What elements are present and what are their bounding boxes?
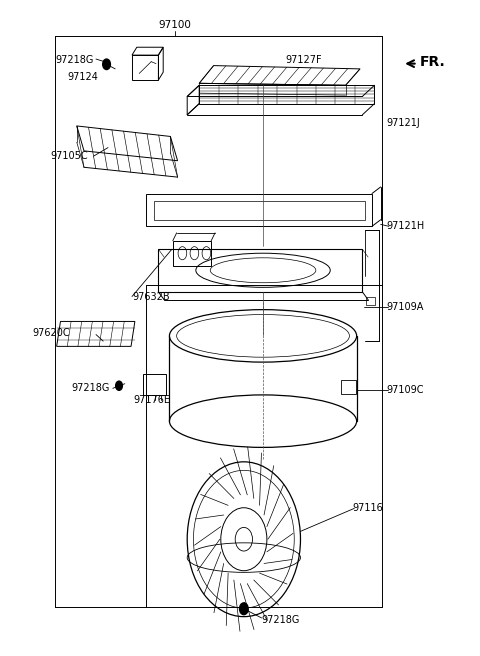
Text: 97121J: 97121J	[386, 118, 420, 129]
Text: 97100: 97100	[159, 20, 192, 30]
Text: 97218G: 97218G	[71, 383, 109, 394]
Text: 97218G: 97218G	[55, 55, 94, 66]
Text: 97620C: 97620C	[33, 328, 70, 338]
Text: 97176E: 97176E	[133, 395, 170, 405]
Text: 97632B: 97632B	[132, 291, 169, 302]
Text: 97121H: 97121H	[386, 221, 425, 232]
Text: FR.: FR.	[420, 55, 446, 70]
Circle shape	[103, 59, 110, 70]
Text: 97124: 97124	[68, 72, 98, 82]
Bar	[366, 297, 375, 305]
Text: 97127F: 97127F	[286, 55, 322, 66]
Text: 97105C: 97105C	[50, 151, 88, 161]
Text: 97109C: 97109C	[386, 385, 424, 396]
Text: 97218G: 97218G	[262, 615, 300, 625]
Bar	[143, 374, 166, 395]
Text: 97109A: 97109A	[386, 302, 424, 312]
Circle shape	[240, 603, 248, 615]
Text: 97116: 97116	[353, 503, 384, 514]
Bar	[173, 241, 211, 266]
Circle shape	[116, 381, 122, 390]
